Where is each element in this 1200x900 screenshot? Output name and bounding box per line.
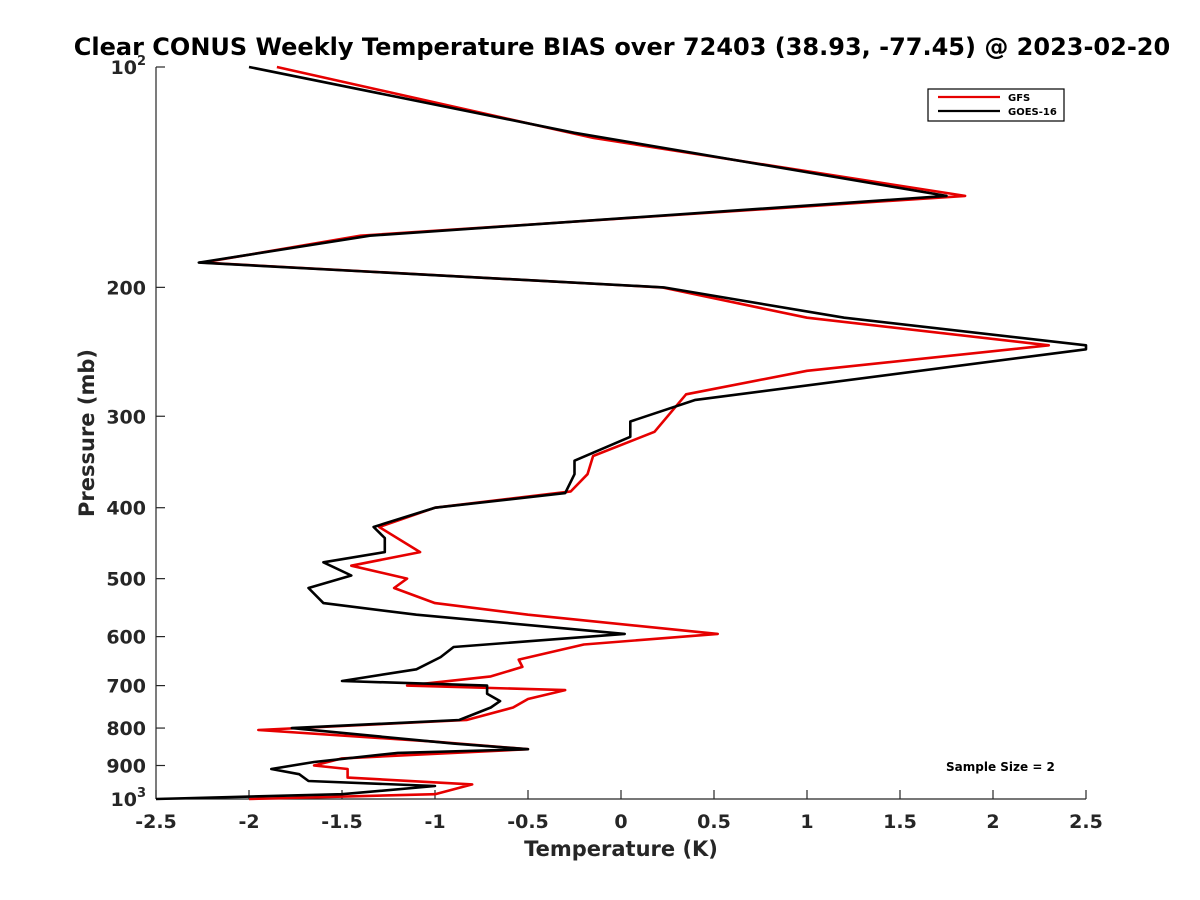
y-tick-label: 103: [111, 786, 147, 811]
y-tick-label: 700: [106, 676, 146, 698]
series-line-goes-16: [155, 65, 1088, 801]
legend-box: [927, 88, 1065, 122]
y-tick-label: 900: [106, 756, 146, 778]
y-ticks: 102 200 300 400 500 600 700 800 900 103: [106, 54, 165, 811]
y-tick-label: 200: [106, 277, 146, 299]
x-tick-label: 1.5: [883, 811, 917, 833]
x-tick-label: 2.5: [1069, 811, 1103, 833]
y-tick-label: 400: [106, 498, 146, 520]
series-line-gfs: [201, 65, 1051, 801]
series-lines: [155, 65, 1088, 801]
y-axis-label: Pressure (mb): [75, 349, 99, 517]
legend: GFS GOES-16: [927, 88, 1065, 122]
x-tick-label: 1: [800, 811, 813, 833]
legend-label-goes-16: GOES-16: [1008, 107, 1057, 118]
sample-size-annotation: Sample Size = 2: [946, 760, 1055, 774]
y-tick-label: 300: [106, 406, 146, 428]
x-ticks: -2.5 -2 -1.5 -1 -0.5 0 0.5 1 1.5 2 2.5: [135, 790, 1103, 833]
x-tick-label: -2.5: [135, 811, 177, 833]
x-tick-label: -1: [424, 811, 445, 833]
x-tick-label: -0.5: [507, 811, 549, 833]
x-tick-label: 0.5: [697, 811, 731, 833]
x-tick-label: 0: [614, 811, 627, 833]
y-tick-label: 600: [106, 627, 146, 649]
y-tick-label: 800: [106, 718, 146, 740]
plot-area: [155, 67, 1086, 800]
chart-title: Clear CONUS Weekly Temperature BIAS over…: [74, 33, 1170, 61]
y-tick-label: 500: [106, 569, 146, 591]
y-tick-label: 102: [111, 54, 147, 79]
legend-label-gfs: GFS: [1008, 93, 1030, 104]
x-tick-label: -1.5: [321, 811, 363, 833]
x-tick-label: 2: [986, 811, 999, 833]
x-tick-label: -2: [238, 811, 259, 833]
x-axis-label: Temperature (K): [524, 837, 718, 861]
